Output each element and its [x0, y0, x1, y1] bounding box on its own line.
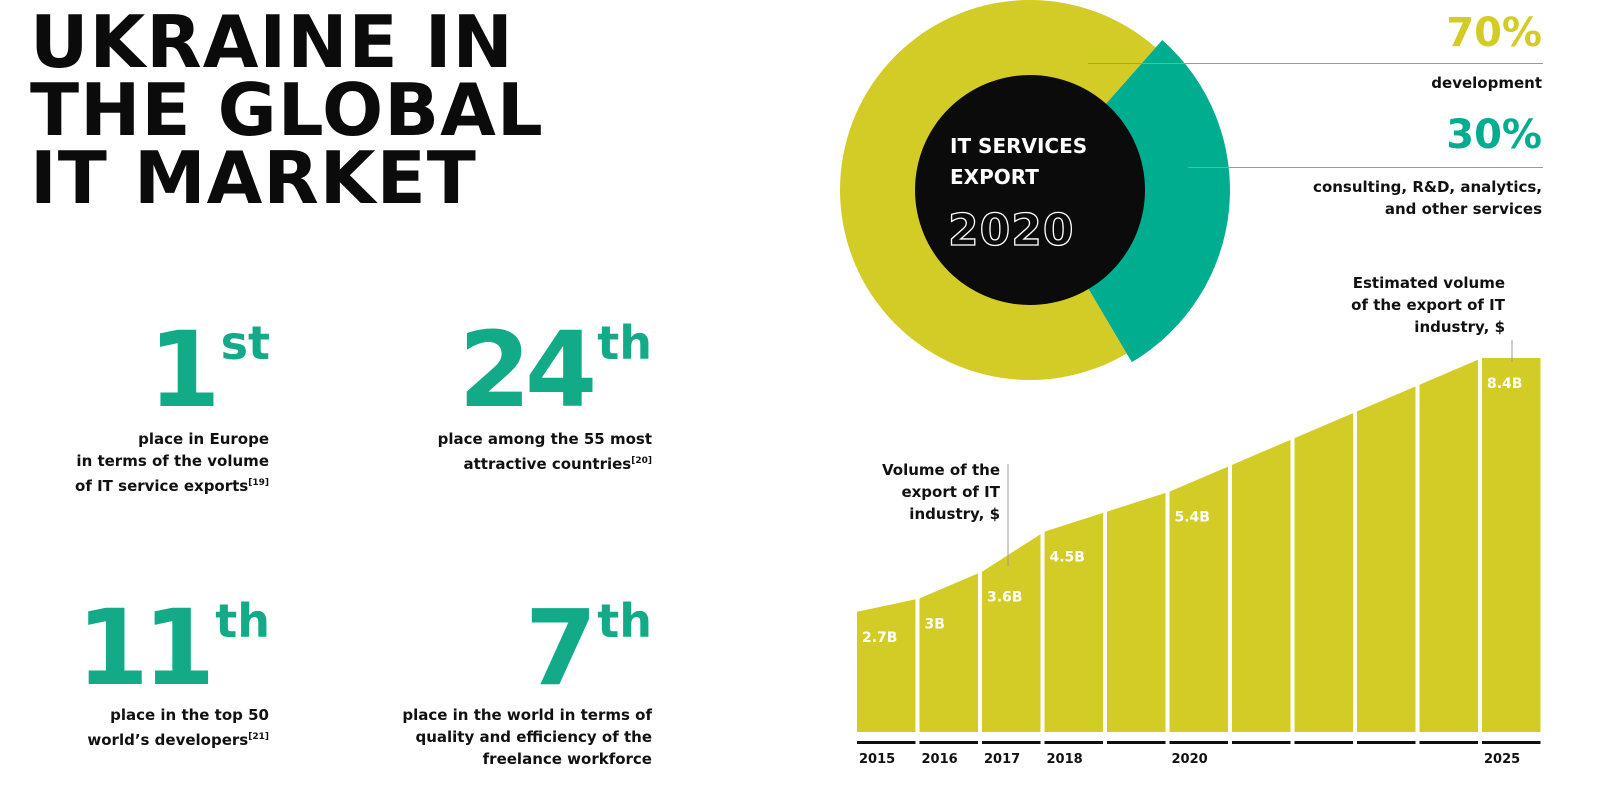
- chart-column-gap-8: [1357, 386, 1416, 732]
- donut-segment-development: [840, 0, 1156, 380]
- chart-leader-lines: [1007, 340, 1513, 566]
- other-services-percent: 30%: [1446, 112, 1542, 158]
- chart-area-group: [857, 358, 1541, 732]
- rank-freelance-description: place in the world in terms of quality a…: [402, 706, 652, 768]
- development-leader-line: [1088, 63, 1543, 64]
- chart-baseline-segment: [1357, 741, 1416, 744]
- chart-column-2017: [982, 534, 1041, 732]
- chart-column-2016: [919, 573, 978, 732]
- chart-column-2018: [1044, 512, 1103, 732]
- chart-baseline-segment: [1044, 741, 1103, 744]
- chart-column-gap-6: [1232, 439, 1291, 732]
- title-line-3: IT MARKET: [30, 136, 477, 220]
- development-percent: 70%: [1446, 10, 1542, 56]
- chart-baseline-segment: [982, 741, 1041, 744]
- chart-baselines: [857, 741, 1541, 744]
- value-label-2015: 2.7B: [862, 630, 897, 646]
- year-label-2025: 2025: [1484, 752, 1520, 767]
- chart-baseline-segment: [1294, 741, 1353, 744]
- chart-baseline-segment: [1419, 741, 1478, 744]
- value-label-2017: 3.6B: [987, 590, 1022, 606]
- rank-attractive-description: place among the 55 most attractive count…: [437, 430, 652, 473]
- donut-center-line-1: IT SERVICES: [950, 134, 1087, 158]
- chart-year-labels: 2015 2016 2017 2018 2020 2025: [859, 752, 1520, 767]
- year-label-2017: 2017: [984, 752, 1020, 767]
- actual-export-note: Volume of the export of IT industry, $: [881, 461, 1000, 523]
- page-title: UKRAINE IN THE GLOBAL IT MARKET: [30, 0, 544, 220]
- other-services-label: consulting, R&D, analytics, and other se…: [1313, 178, 1542, 218]
- value-label-2018: 4.5B: [1050, 550, 1085, 566]
- it-services-donut: IT SERVICES EXPORT 2020: [840, 0, 1230, 380]
- chart-column-2025: [1482, 358, 1541, 732]
- chart-baseline-segment: [1482, 741, 1541, 744]
- rank-europe-description: place in Europe in terms of the volume o…: [75, 430, 269, 495]
- year-label-2016: 2016: [922, 752, 958, 767]
- donut-center-year: 2020: [948, 205, 1074, 256]
- chart-baseline-segment: [1232, 741, 1291, 744]
- value-label-2016: 3B: [925, 616, 945, 632]
- year-label-2015: 2015: [859, 752, 895, 767]
- donut-center: [915, 75, 1145, 305]
- estimated-export-note: Estimated volume of the export of IT ind…: [1351, 274, 1505, 336]
- chart-baseline-segment: [857, 741, 916, 744]
- year-label-2018: 2018: [1047, 752, 1083, 767]
- other-services-leader-line: [1188, 167, 1543, 168]
- chart-value-labels: 2.7B 3B 3.6B 4.5B 5.4B 8.4B: [862, 376, 1522, 646]
- chart-baseline-segment: [919, 741, 978, 744]
- value-label-2025: 8.4B: [1487, 376, 1522, 392]
- rank-developers-description: place in the top 50 world’s developers[2…: [87, 706, 269, 749]
- chart-column-gap-4: [1107, 492, 1166, 732]
- chart-column-gap-9: [1419, 359, 1478, 732]
- chart-baseline-segment: [1169, 741, 1228, 744]
- development-label: development: [1431, 74, 1542, 92]
- title-line-2: THE GLOBAL: [30, 68, 544, 152]
- chart-baseline-segment: [1107, 741, 1166, 744]
- donut-center-line-2: EXPORT: [950, 165, 1039, 189]
- chart-column-gap-7: [1294, 413, 1353, 732]
- chart-column-2015: [857, 599, 916, 732]
- chart-column-2020: [1169, 466, 1228, 732]
- title-line-1: UKRAINE IN: [30, 0, 514, 84]
- year-label-2020: 2020: [1172, 752, 1208, 767]
- value-label-2020: 5.4B: [1175, 510, 1210, 526]
